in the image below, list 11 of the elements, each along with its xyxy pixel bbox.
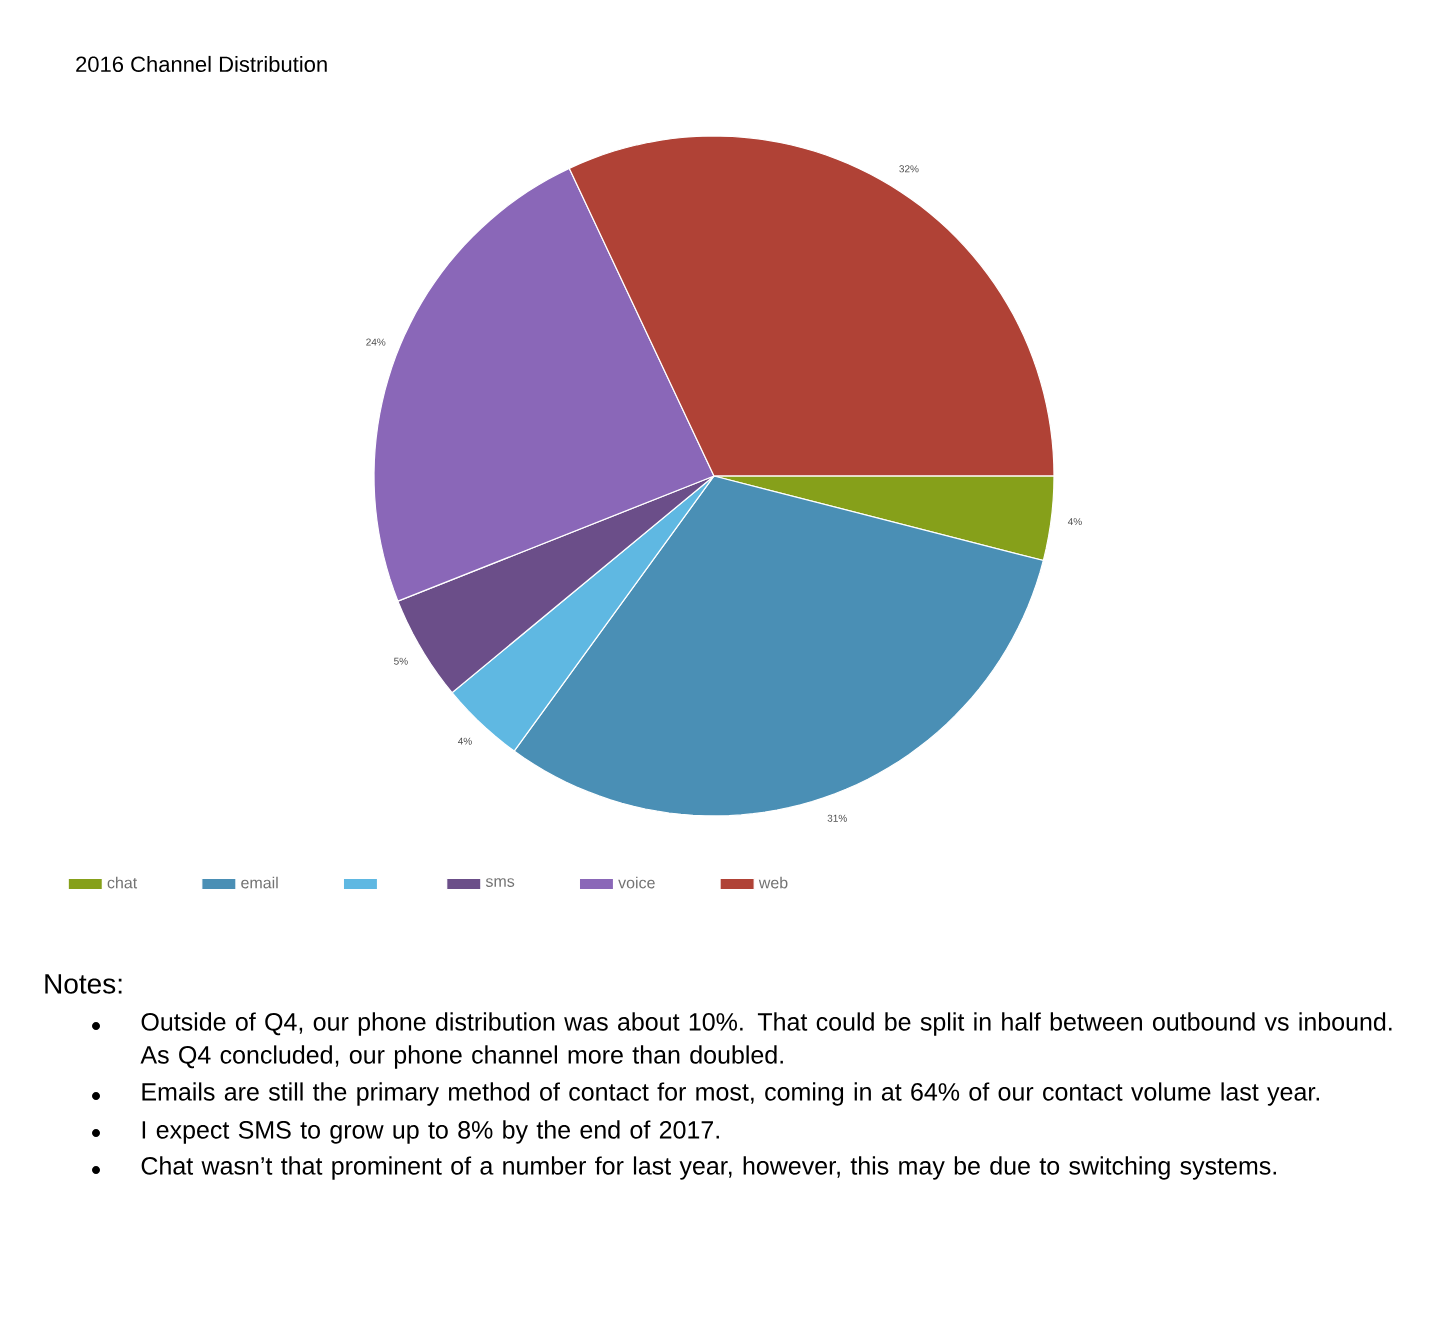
text: Notes: bbox=[45, 974, 122, 994]
legend-label: email bbox=[241, 876, 278, 889]
legend-label: chat bbox=[107, 876, 138, 889]
chart-title: 2016 Channel Distribution bbox=[76, 55, 327, 73]
text: Chat wasn’t that prominent of a number for last year, however, this may be due to switching systems. bbox=[141, 1156, 1276, 1180]
legend-label: sms bbox=[485, 878, 515, 887]
legend-label: web bbox=[758, 876, 788, 889]
text: Outside of Q4, our phone distribution was about 10%. That could be split in half between outbound vs inbound. As Q4 concluded, our phone channel more than doubled. bbox=[140, 1012, 1392, 1069]
text: Emails are still the primary method of contact for most, coming in at 64% of our contact volume last year. bbox=[142, 1082, 1320, 1106]
text: I expect SMS to grow up to 8% by the end of 2017. bbox=[142, 1120, 719, 1144]
legend-label: voice bbox=[618, 876, 655, 889]
